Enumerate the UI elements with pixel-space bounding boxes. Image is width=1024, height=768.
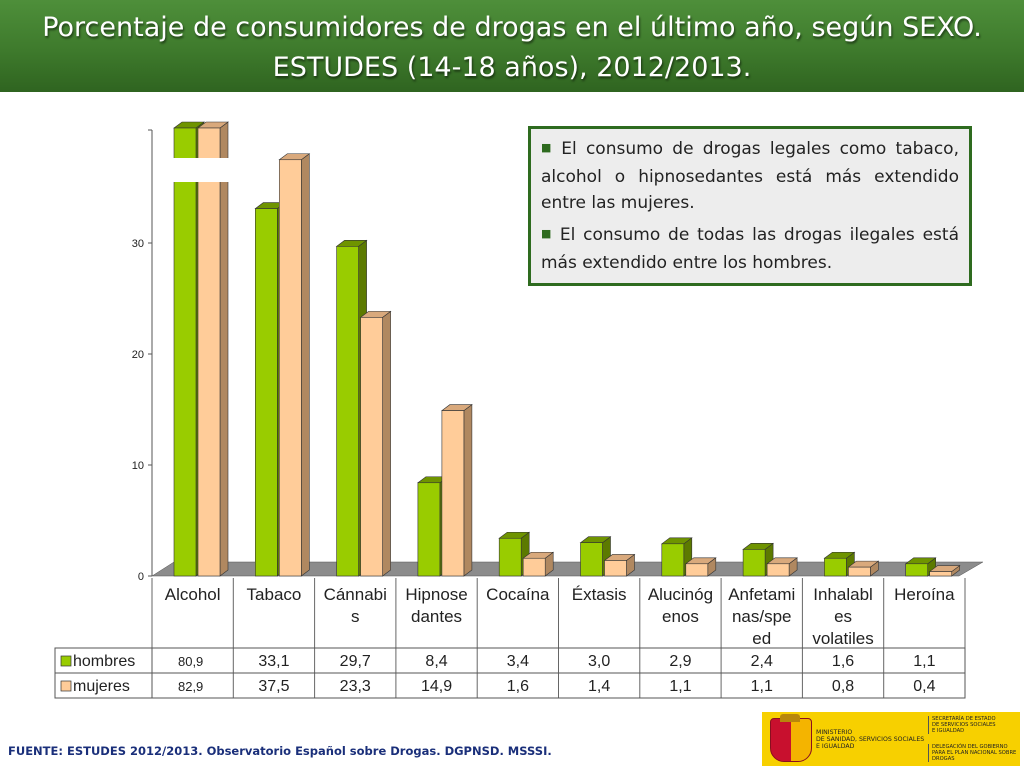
title-bar: Porcentaje de consumidores de drogas en … bbox=[0, 0, 1024, 92]
legend-label-hombres: hombres bbox=[73, 653, 135, 670]
value-label-mujeres: 14,9 bbox=[421, 678, 452, 695]
category-label: volatiles bbox=[812, 629, 873, 648]
note-item-2: ■ El consumo de todas las drogas ilegales… bbox=[541, 222, 959, 276]
note-text-2: El consumo de todas las drogas ilegales … bbox=[541, 225, 959, 273]
bar-side-mujeres bbox=[382, 310, 391, 577]
note-box: ■ El consumo de drogas legales como tabac… bbox=[528, 126, 972, 286]
legend-label-mujeres: mujeres bbox=[73, 678, 130, 695]
bar-mujeres-4 bbox=[522, 557, 546, 577]
secretaria-name: SECRETARÍA DE ESTADO DE SERVICIOS SOCIAL… bbox=[928, 716, 1022, 734]
category-label: Alucinóg bbox=[648, 585, 713, 604]
table-row-mujeres bbox=[54, 672, 966, 699]
bar-hombres-4 bbox=[498, 537, 522, 577]
value-label-hombres: 1,6 bbox=[832, 653, 854, 670]
axis-break bbox=[168, 158, 238, 182]
category-label: es bbox=[834, 607, 852, 626]
bar-hombres-8 bbox=[824, 557, 847, 577]
title-line-2: ESTUDES (14-18 años), 2012/2013. bbox=[272, 52, 752, 83]
source-footnote: FUENTE: ESTUDES 2012/2013. Observatorio … bbox=[8, 744, 552, 758]
category-label: Heroína bbox=[894, 585, 955, 604]
bar-mujeres-7 bbox=[766, 563, 790, 577]
value-label-mujeres: 23,3 bbox=[340, 678, 371, 695]
value-label-mujeres: 1,4 bbox=[588, 678, 610, 695]
value-label-hombres: 29,7 bbox=[340, 653, 371, 670]
category-label: Cocaína bbox=[486, 585, 550, 604]
bar-mujeres-5 bbox=[604, 560, 627, 577]
y-tick-label: 10 bbox=[132, 460, 144, 472]
bar-chart: 0 10 20 30 Alcohol Tabaco Cánnabi s Hipnose dante… bbox=[54, 121, 984, 699]
coat-of-arms-icon bbox=[770, 718, 812, 762]
value-label-hombres: 33,1 bbox=[258, 653, 289, 670]
category-label: Tabaco bbox=[247, 585, 302, 604]
square-bullet-icon: ■ bbox=[541, 141, 556, 154]
bar-hombres-0 bbox=[173, 127, 197, 577]
bar-hombres-7 bbox=[742, 549, 766, 577]
y-tick-label: 0 bbox=[138, 571, 144, 583]
bar-hombres-5 bbox=[580, 542, 603, 577]
note-text-1: El consumo de drogas legales como tabaco… bbox=[541, 139, 959, 213]
value-label-mujeres: 1,1 bbox=[669, 678, 691, 695]
value-label-hombres: 1,1 bbox=[913, 653, 935, 670]
category-label: Anfetami bbox=[728, 585, 795, 604]
value-label-mujeres: 0,4 bbox=[913, 678, 935, 695]
value-label-hombres: 80,9 bbox=[178, 654, 203, 669]
bar-mujeres-3 bbox=[441, 410, 465, 577]
ministry-logo: MINISTERIO DE SANIDAD, SERVICIOS SOCIALE… bbox=[762, 712, 1020, 766]
value-label-hombres: 8,4 bbox=[425, 653, 447, 670]
note-item-1: ■ El consumo de drogas legales como tabac… bbox=[541, 136, 959, 216]
bar-mujeres-9 bbox=[929, 571, 953, 577]
value-label-mujeres: 1,1 bbox=[751, 678, 773, 695]
y-tick-label: 20 bbox=[132, 349, 144, 361]
value-label-mujeres: 0,8 bbox=[832, 678, 854, 695]
value-label-hombres: 2,9 bbox=[669, 653, 691, 670]
ministry-name: MINISTERIO DE SANIDAD, SERVICIOS SOCIALE… bbox=[816, 729, 925, 750]
y-tick-label: 30 bbox=[132, 238, 144, 250]
bar-side-mujeres bbox=[300, 153, 310, 577]
bar-side-mujeres bbox=[219, 121, 229, 577]
legend-key-mujeres bbox=[60, 680, 72, 692]
category-label: Hipnose bbox=[405, 585, 467, 604]
value-label-mujeres: 37,5 bbox=[258, 678, 289, 695]
bar-hombres-9 bbox=[905, 563, 929, 577]
category-label: ed bbox=[752, 629, 771, 648]
value-label-hombres: 2,4 bbox=[751, 653, 773, 670]
delegacion-name: DELEGACIÓN DEL GOBIERNO PARA EL PLAN NAC… bbox=[928, 744, 1022, 762]
bar-mujeres-0 bbox=[197, 127, 221, 577]
bar-side-mujeres bbox=[463, 404, 473, 577]
legend-key-hombres bbox=[60, 655, 72, 667]
title-line-1: Porcentaje de consumidores de drogas en … bbox=[42, 12, 982, 43]
value-label-hombres: 3,4 bbox=[507, 653, 529, 670]
category-label: dantes bbox=[411, 607, 462, 626]
bar-hombres-2 bbox=[336, 246, 359, 577]
category-label: Cánnabi bbox=[324, 585, 387, 604]
square-bullet-icon: ■ bbox=[541, 227, 554, 240]
bar-hombres-1 bbox=[255, 208, 278, 577]
bar-hombres-6 bbox=[661, 543, 685, 577]
category-label: Éxtasis bbox=[572, 585, 627, 604]
category-label: Inhalabl bbox=[813, 585, 873, 604]
value-label-mujeres: 1,6 bbox=[507, 678, 529, 695]
bar-mujeres-1 bbox=[278, 159, 302, 577]
bar-mujeres-8 bbox=[848, 566, 871, 577]
category-label: nas/spe bbox=[732, 607, 792, 626]
bar-hombres-3 bbox=[417, 482, 441, 577]
bar-mujeres-6 bbox=[685, 563, 709, 577]
bar-mujeres-2 bbox=[360, 317, 383, 577]
category-label: enos bbox=[662, 607, 699, 626]
crown-icon bbox=[780, 714, 800, 722]
value-label-mujeres: 82,9 bbox=[178, 679, 203, 694]
value-label-hombres: 3,0 bbox=[588, 653, 610, 670]
category-label: Alcohol bbox=[165, 585, 221, 604]
category-label: s bbox=[351, 607, 360, 626]
